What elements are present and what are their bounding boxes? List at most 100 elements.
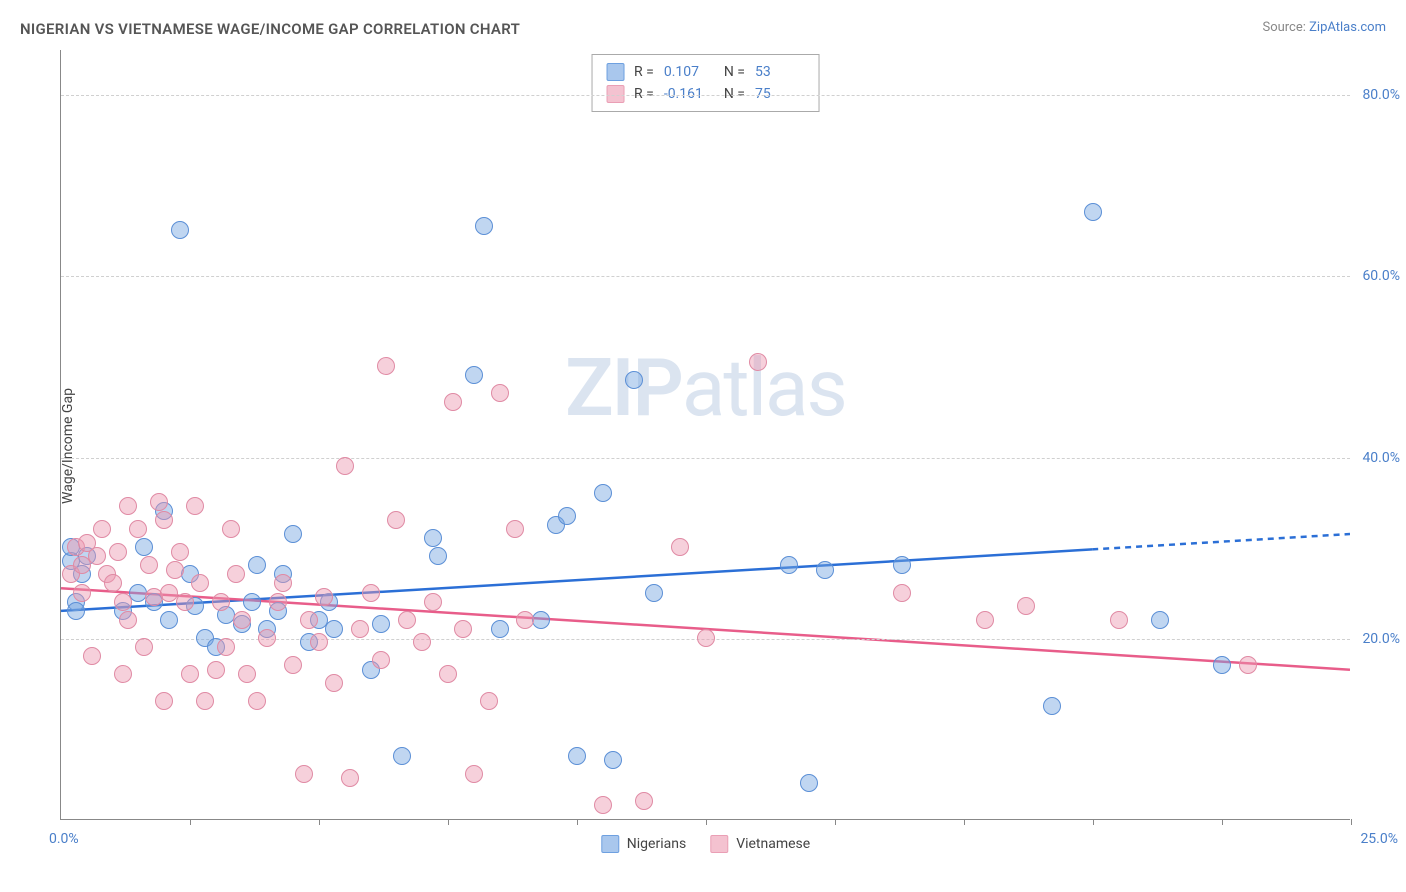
scatter-point [893, 584, 911, 602]
scatter-point [274, 574, 292, 592]
watermark: ZIPatlas [565, 341, 846, 435]
gridline [61, 458, 1350, 459]
scatter-point [269, 593, 287, 611]
scatter-point [594, 796, 612, 814]
correlation-legend: R = 0.107 N = 53 R = -0.161 N = 75 [591, 54, 820, 112]
n-value: 53 [755, 64, 805, 80]
y-tick-label: 80.0% [1362, 87, 1400, 103]
scatter-point [491, 384, 509, 402]
scatter-point [454, 620, 472, 638]
scatter-point [336, 457, 354, 475]
scatter-point [625, 371, 643, 389]
scatter-point [104, 574, 122, 592]
source-prefix: Source: [1262, 20, 1309, 35]
scatter-point [398, 611, 416, 629]
series-name: Vietnamese [736, 836, 810, 852]
scatter-point [300, 611, 318, 629]
legend-swatch [710, 835, 728, 853]
scatter-point [893, 556, 911, 574]
scatter-point [212, 593, 230, 611]
x-axis-max-label: 25.0% [1360, 831, 1398, 847]
scatter-point [160, 611, 178, 629]
scatter-point [295, 765, 313, 783]
scatter-point [749, 353, 767, 371]
r-value: 0.107 [664, 64, 714, 80]
scatter-point [258, 629, 276, 647]
scatter-point [377, 357, 395, 375]
scatter-point [109, 543, 127, 561]
legend-swatch [601, 835, 619, 853]
scatter-point [88, 547, 106, 565]
legend-swatch [606, 85, 624, 103]
scatter-point [506, 520, 524, 538]
y-tick-label: 40.0% [1362, 450, 1400, 466]
scatter-point [140, 556, 158, 574]
scatter-point [429, 547, 447, 565]
scatter-point [176, 593, 194, 611]
scatter-point [516, 611, 534, 629]
x-tick [190, 819, 191, 825]
scatter-point [635, 792, 653, 810]
scatter-point [325, 620, 343, 638]
scatter-point [238, 665, 256, 683]
scatter-point [697, 629, 715, 647]
x-tick [577, 819, 578, 825]
series-legend: Nigerians Vietnamese [601, 835, 810, 853]
scatter-point [351, 620, 369, 638]
scatter-point [150, 493, 168, 511]
scatter-point [444, 393, 462, 411]
scatter-point [129, 520, 147, 538]
scatter-point [372, 651, 390, 669]
r-label: R = [634, 64, 654, 80]
scatter-point [284, 656, 302, 674]
scatter-point [387, 511, 405, 529]
scatter-point [325, 674, 343, 692]
scatter-point [93, 520, 111, 538]
x-tick [835, 819, 836, 825]
scatter-point [135, 638, 153, 656]
scatter-point [413, 633, 431, 651]
scatter-point [114, 665, 132, 683]
scatter-point [171, 543, 189, 561]
scatter-point [248, 556, 266, 574]
scatter-point [393, 747, 411, 765]
scatter-point [119, 497, 137, 515]
scatter-point [155, 511, 173, 529]
scatter-point [181, 665, 199, 683]
source-link[interactable]: ZipAtlas.com [1309, 20, 1386, 35]
y-tick-label: 60.0% [1362, 268, 1400, 284]
scatter-point [1017, 597, 1035, 615]
source-credit: Source: ZipAtlas.com [1262, 20, 1386, 35]
scatter-point [1110, 611, 1128, 629]
scatter-point [135, 538, 153, 556]
scatter-point [1043, 697, 1061, 715]
scatter-point [1213, 656, 1231, 674]
scatter-point [465, 366, 483, 384]
x-tick [448, 819, 449, 825]
scatter-point [83, 647, 101, 665]
scatter-point [800, 774, 818, 792]
scatter-point [233, 611, 251, 629]
scatter-point [558, 507, 576, 525]
scatter-point [1151, 611, 1169, 629]
scatter-point [645, 584, 663, 602]
n-label: N = [724, 64, 745, 80]
x-axis-min-label: 0.0% [49, 831, 79, 847]
scatter-point [491, 620, 509, 638]
scatter-chart: ZIPatlas R = 0.107 N = 53 R = -0.161 N =… [60, 50, 1350, 820]
scatter-point [67, 602, 85, 620]
scatter-point [594, 484, 612, 502]
scatter-point [976, 611, 994, 629]
watermark-bold: ZIP [565, 341, 682, 435]
scatter-point [424, 529, 442, 547]
scatter-point [155, 692, 173, 710]
scatter-point [372, 615, 390, 633]
scatter-point [119, 611, 137, 629]
x-tick [319, 819, 320, 825]
scatter-point [671, 538, 689, 556]
scatter-point [310, 633, 328, 651]
scatter-point [186, 497, 204, 515]
gridline [61, 95, 1350, 96]
scatter-point [475, 217, 493, 235]
x-tick [1222, 819, 1223, 825]
